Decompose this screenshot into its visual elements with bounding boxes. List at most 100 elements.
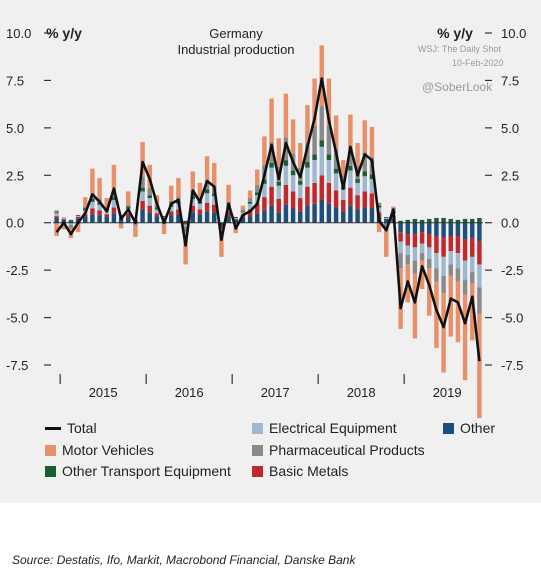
bar-other xyxy=(305,205,310,223)
bar-basic-metals xyxy=(176,209,181,215)
bar-motor-vehicles xyxy=(341,160,346,176)
bar-pharmaceutical-products xyxy=(405,254,410,265)
bar-other xyxy=(441,222,446,238)
bar-other-transport-equipment xyxy=(462,218,468,223)
y-tick-label-left: -2.5 xyxy=(6,263,28,278)
bar-other-transport-equipment xyxy=(412,218,418,223)
legend-label: Basic Metals xyxy=(269,463,349,479)
bar-electrical-equipment xyxy=(462,260,468,280)
bar-other xyxy=(470,222,475,238)
bar-pharmaceutical-products xyxy=(419,253,425,261)
bar-electrical-equipment xyxy=(140,191,145,201)
bar-other-transport-equipment xyxy=(247,201,253,204)
bar-electrical-equipment xyxy=(161,217,167,218)
legend-label: Electrical Equipment xyxy=(269,420,397,436)
bar-pharmaceutical-products xyxy=(441,275,446,293)
bar-basic-metals xyxy=(169,211,174,216)
bar-other xyxy=(190,212,195,223)
bar-other-transport-equipment xyxy=(276,181,281,186)
bar-pharmaceutical-products xyxy=(470,272,475,284)
bar-electrical-equipment xyxy=(305,167,310,187)
x-tick-label: 2016 xyxy=(175,385,204,400)
bar-electrical-equipment xyxy=(147,198,152,206)
bar-other-transport-equipment xyxy=(262,180,267,184)
bar-other-transport-equipment xyxy=(147,195,152,199)
bar-other xyxy=(126,217,131,223)
bar-basic-metals xyxy=(283,184,289,205)
bar-other xyxy=(255,213,260,223)
bar-motor-vehicles xyxy=(90,168,95,194)
bar-motor-vehicles xyxy=(204,156,210,181)
bar-other-transport-equipment xyxy=(362,171,367,177)
x-tick-label: 2018 xyxy=(347,385,376,400)
bar-other xyxy=(283,204,289,223)
bar-other xyxy=(140,209,145,223)
bar-basic-metals xyxy=(312,182,317,204)
bar-electrical-equipment xyxy=(405,245,410,255)
bar-motor-vehicles xyxy=(276,138,281,167)
y-tick-label-left: 7.5 xyxy=(6,73,24,88)
bar-electrical-equipment xyxy=(204,193,210,203)
bar-electrical-equipment xyxy=(398,241,403,254)
bar-other xyxy=(276,212,281,223)
legend-item-other-transport-equipment: Other Transport Equipment xyxy=(45,462,231,480)
bar-motor-vehicles xyxy=(470,283,475,341)
bar-motor-vehicles xyxy=(226,184,231,202)
bar-pharmaceutical-products xyxy=(204,180,210,190)
bar-electrical-equipment xyxy=(283,165,289,185)
bar-basic-metals xyxy=(126,213,131,218)
bar-other-transport-equipment xyxy=(298,180,303,185)
bar-other xyxy=(83,217,88,223)
bar-motor-vehicles xyxy=(75,224,81,233)
bar-electrical-equipment xyxy=(75,216,81,218)
bar-other xyxy=(118,218,124,223)
legend-label: Motor Vehicles xyxy=(62,442,154,458)
bar-motor-vehicles xyxy=(362,120,367,153)
bar-basic-metals xyxy=(276,199,281,213)
bar-electrical-equipment xyxy=(448,251,453,265)
bar-motor-vehicles xyxy=(477,313,482,419)
bar-other-transport-equipment xyxy=(455,219,461,223)
bar-basic-metals xyxy=(362,191,367,208)
bar-motor-vehicles xyxy=(462,294,468,381)
bar-other-transport-equipment xyxy=(54,212,59,214)
bar-other xyxy=(333,207,339,223)
bar-basic-metals xyxy=(54,216,59,218)
y-tick-label-left: 0.0 xyxy=(6,216,24,231)
bar-other-transport-equipment xyxy=(111,197,117,200)
bar-motor-vehicles xyxy=(391,206,396,209)
bar-other xyxy=(269,205,274,223)
bar-basic-metals xyxy=(255,203,260,214)
bar-motor-vehicles xyxy=(262,136,267,165)
bar-other xyxy=(197,214,203,223)
bar-pharmaceutical-products xyxy=(319,106,324,141)
bar-other-transport-equipment xyxy=(384,217,389,218)
bar-other xyxy=(427,222,432,235)
bar-motor-vehicles xyxy=(384,230,389,257)
bar-pharmaceutical-products xyxy=(477,287,482,314)
bar-electrical-equipment xyxy=(290,175,296,192)
x-tick-label: 2019 xyxy=(433,385,462,400)
bar-electrical-equipment xyxy=(348,170,353,188)
bar-motor-vehicles xyxy=(255,169,260,185)
bar-electrical-equipment xyxy=(68,222,74,225)
y-tick-label-right: 7.5 xyxy=(501,73,519,88)
bar-pharmaceutical-products xyxy=(183,226,188,233)
bar-electrical-equipment xyxy=(312,160,317,183)
bar-basic-metals xyxy=(333,190,339,208)
bar-pharmaceutical-products xyxy=(341,175,346,187)
bar-motor-vehicles xyxy=(54,222,59,236)
bar-basic-metals xyxy=(204,202,210,212)
bar-basic-metals xyxy=(419,232,425,244)
bar-pharmaceutical-products xyxy=(362,152,367,172)
bar-other xyxy=(147,212,152,223)
bar-other xyxy=(477,222,482,242)
bar-other xyxy=(183,220,188,223)
bar-basic-metals xyxy=(97,210,102,216)
bar-motor-vehicles xyxy=(298,143,303,168)
bar-basic-metals xyxy=(477,241,482,265)
bar-basic-metals xyxy=(326,182,332,204)
legend-item-total: Total xyxy=(45,419,97,437)
bar-other xyxy=(104,217,109,223)
